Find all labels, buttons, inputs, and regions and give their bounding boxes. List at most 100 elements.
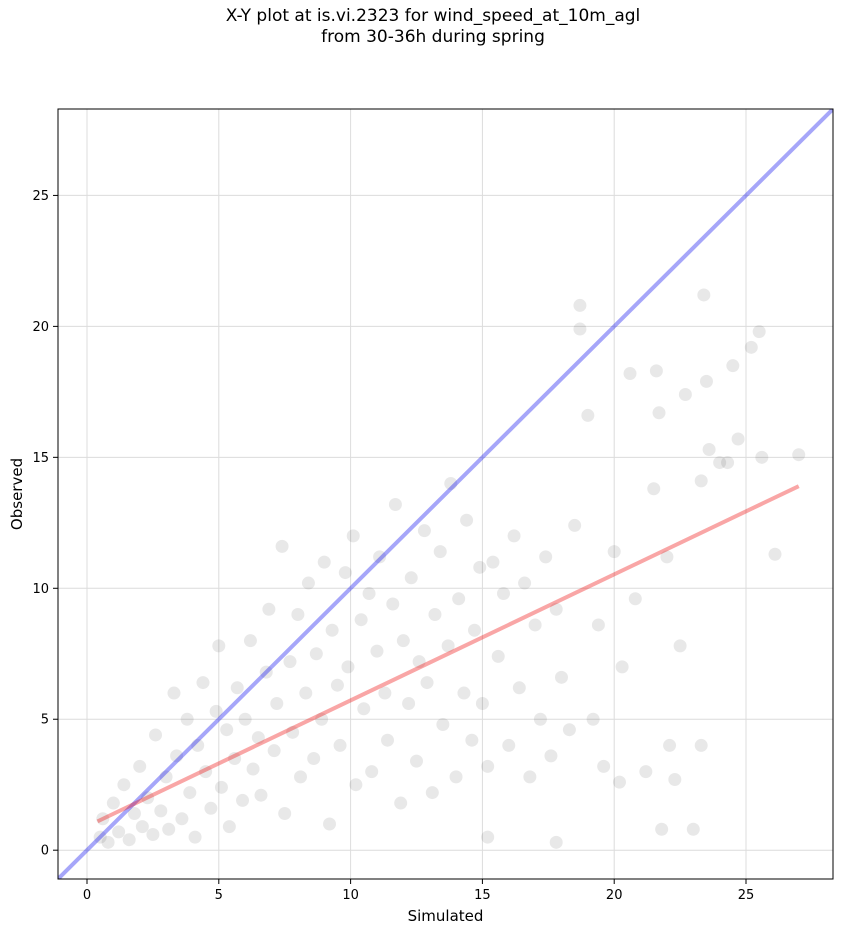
data-point <box>512 681 526 695</box>
y-tick-label: 20 <box>32 320 49 335</box>
data-point <box>188 830 202 844</box>
data-point <box>607 545 621 559</box>
data-point <box>655 822 669 836</box>
data-point <box>325 623 339 637</box>
chart-title: X-Y plot at is.vi.2323 for wind_speed_at… <box>0 6 843 48</box>
data-point <box>699 374 713 388</box>
data-point <box>301 576 315 590</box>
x-axis-label: Simulated <box>408 907 484 925</box>
data-point <box>591 618 605 632</box>
chart-title-line-1: X-Y plot at is.vi.2323 for wind_speed_at… <box>225 6 641 26</box>
data-point <box>381 733 395 747</box>
identity-line <box>58 109 833 879</box>
data-point <box>378 686 392 700</box>
data-point <box>428 607 442 621</box>
data-point <box>135 820 149 834</box>
data-point <box>549 602 563 616</box>
data-point <box>694 474 708 488</box>
data-point <box>333 738 347 752</box>
data-point <box>502 738 516 752</box>
data-point <box>460 513 474 527</box>
data-point <box>386 597 400 611</box>
data-point <box>444 477 458 491</box>
data-point <box>481 759 495 773</box>
data-point <box>628 592 642 606</box>
data-point <box>315 712 329 726</box>
chart-title-line-2: from 30-36h during spring <box>321 27 545 47</box>
data-point <box>523 770 537 784</box>
data-point <box>496 587 510 601</box>
data-point <box>573 298 587 312</box>
data-point <box>581 408 595 422</box>
data-point <box>323 817 337 831</box>
data-point <box>549 835 563 849</box>
data-point <box>713 456 727 470</box>
plot-area <box>57 108 834 880</box>
data-point <box>663 738 677 752</box>
data-point <box>744 340 758 354</box>
x-tick-label: 20 <box>606 888 623 903</box>
data-point <box>615 660 629 674</box>
data-point <box>357 702 371 716</box>
data-point <box>475 697 489 711</box>
data-point <box>473 560 487 574</box>
data-point <box>346 529 360 543</box>
data-point <box>236 793 250 807</box>
data-point <box>647 482 661 496</box>
data-point <box>349 778 363 792</box>
data-point <box>251 731 265 745</box>
data-points <box>93 288 806 849</box>
data-point <box>167 686 181 700</box>
data-point <box>222 820 236 834</box>
data-point <box>612 775 626 789</box>
data-point <box>518 576 532 590</box>
data-point <box>362 587 376 601</box>
data-point <box>623 367 637 381</box>
data-point <box>694 738 708 752</box>
data-point <box>449 770 463 784</box>
data-point <box>660 550 674 564</box>
data-point <box>365 765 379 779</box>
data-point <box>141 791 155 805</box>
data-point <box>209 704 223 718</box>
data-point <box>404 571 418 585</box>
data-point <box>199 765 213 779</box>
data-point <box>117 778 131 792</box>
data-point <box>678 387 692 401</box>
data-point <box>254 788 268 802</box>
data-point <box>191 738 205 752</box>
data-point <box>481 830 495 844</box>
data-point <box>652 406 666 420</box>
data-point <box>649 364 663 378</box>
data-point <box>702 442 716 456</box>
y-axis-label: Observed <box>8 458 26 530</box>
data-point <box>262 602 276 616</box>
data-point <box>533 712 547 726</box>
data-point <box>230 681 244 695</box>
data-point <box>457 686 471 700</box>
data-point <box>238 712 252 726</box>
data-point <box>283 655 297 669</box>
data-point <box>338 566 352 580</box>
data-point <box>597 759 611 773</box>
data-point <box>243 634 257 648</box>
data-point <box>96 812 110 826</box>
data-point <box>721 456 735 470</box>
data-point <box>370 644 384 658</box>
data-point <box>441 639 455 653</box>
data-point <box>299 686 313 700</box>
data-point <box>467 623 481 637</box>
data-point <box>122 833 136 847</box>
data-point <box>573 322 587 336</box>
data-point <box>568 518 582 532</box>
data-point <box>291 607 305 621</box>
data-point <box>792 448 806 462</box>
data-point <box>294 770 308 784</box>
data-point <box>106 796 120 810</box>
data-point <box>452 592 466 606</box>
data-point <box>697 288 711 302</box>
data-point <box>412 655 426 669</box>
data-point <box>731 432 745 446</box>
data-point <box>275 539 289 553</box>
